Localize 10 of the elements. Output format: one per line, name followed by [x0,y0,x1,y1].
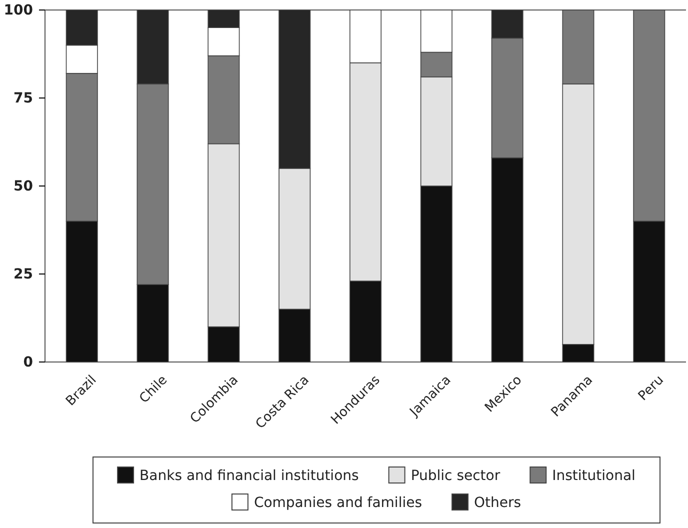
legend-label: Institutional [552,468,636,484]
legend-label: Public sector [410,468,500,484]
legend-label: Banks and financial institutions [140,468,359,484]
y-tick-label: 75 [14,90,33,106]
y-tick-label: 50 [14,178,34,194]
y-tick-label: 0 [23,354,34,370]
legend-label: Others [474,494,522,511]
legend-label: Companies and families [254,494,422,511]
y-tick-label: 100 [4,2,34,18]
y-tick-label: 25 [14,266,33,282]
